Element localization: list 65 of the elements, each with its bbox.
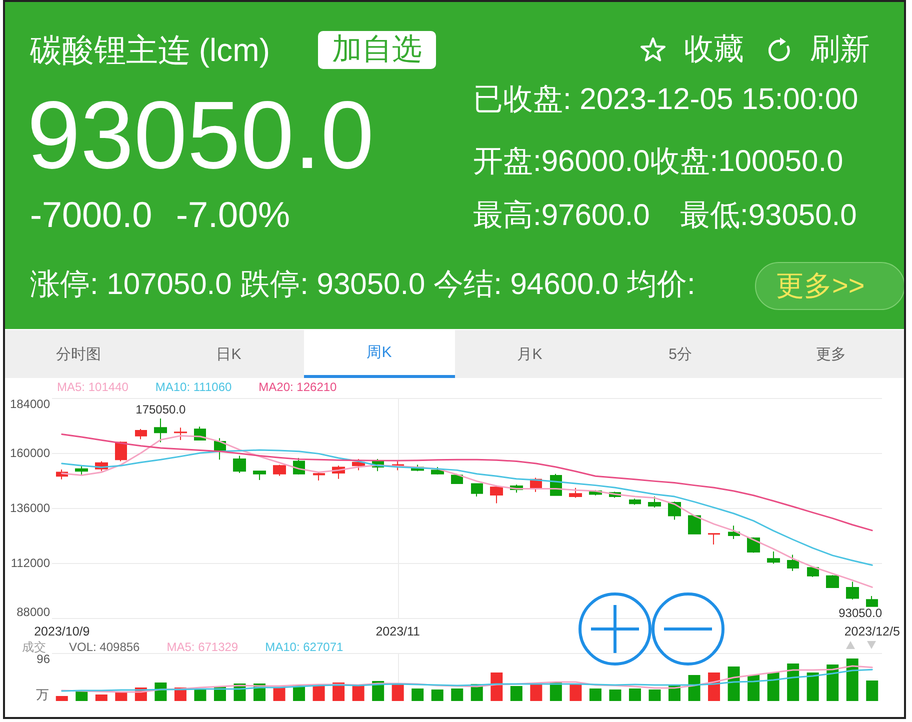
x-tick-label: 2023/10/9 xyxy=(34,624,90,638)
chart-title: 成交 xyxy=(22,640,46,654)
text: 最高:97600.0 xyxy=(473,199,650,232)
bar xyxy=(728,666,740,701)
annotation: 175050.0 xyxy=(136,402,186,417)
bar xyxy=(115,692,128,701)
bar xyxy=(510,686,522,701)
bar xyxy=(56,696,68,701)
y-tick-label: 88000 xyxy=(16,605,50,619)
bar xyxy=(352,685,364,701)
bar xyxy=(431,690,444,701)
bar xyxy=(570,684,582,701)
text: 5分 xyxy=(668,346,692,362)
y-tick-label: 112000 xyxy=(10,556,50,570)
bar xyxy=(826,664,839,701)
bar xyxy=(688,675,700,701)
bar xyxy=(490,672,503,701)
x-tick-label: 2023/11 xyxy=(376,624,420,638)
selected-tab: 周K xyxy=(304,330,454,378)
text: MA5: 101440 xyxy=(57,380,129,394)
pill-button: 更多>> xyxy=(755,262,905,310)
bar xyxy=(806,672,819,701)
bar xyxy=(866,680,878,701)
bar xyxy=(95,694,108,701)
text: 日K xyxy=(216,346,242,362)
badge: 加自选 xyxy=(318,31,436,69)
text: 更多 xyxy=(816,346,846,362)
bar xyxy=(312,685,325,701)
y-tick-label: 96 xyxy=(36,652,50,666)
text: 收藏 xyxy=(684,33,744,66)
bar xyxy=(273,688,286,701)
text: 分时图 xyxy=(56,346,101,362)
annotation: 93050.0 xyxy=(838,606,882,620)
bar xyxy=(767,672,780,701)
bar xyxy=(648,690,661,701)
bar xyxy=(589,688,602,701)
y-axis-title: 万 xyxy=(36,687,49,702)
y-tick-label: 136000 xyxy=(10,501,50,515)
bar xyxy=(76,691,88,701)
text: -7000.0 xyxy=(30,194,152,235)
text: 刷新 xyxy=(810,33,870,66)
text: 涨停: 107050.0 跌停: 93050.0 今结: 94600.0 均价: xyxy=(30,268,696,301)
text: 93050.0 xyxy=(27,82,374,189)
bar xyxy=(412,688,424,701)
text: 碳酸锂主连 (lcm) xyxy=(30,32,270,68)
bar xyxy=(787,664,800,701)
text: MA10: 111060 xyxy=(155,380,232,394)
text: MA20: 126210 xyxy=(258,380,338,394)
bar xyxy=(530,684,542,701)
text: 月K xyxy=(517,346,542,362)
text: 最低:93050.0 xyxy=(680,199,857,232)
text: VOL: 409856 xyxy=(69,640,140,654)
y-tick-label: 160000 xyxy=(10,446,50,460)
bar xyxy=(451,688,464,701)
bar xyxy=(392,684,404,701)
text: -7.00% xyxy=(176,194,290,235)
x-tick-label: 2023/12/5 xyxy=(844,624,900,638)
text: 开盘:96000.0收盘:100050.0 xyxy=(473,145,844,178)
bar xyxy=(628,688,641,701)
text: 已收盘: 2023-12-05 15:00:00 xyxy=(473,83,858,116)
bar xyxy=(609,690,622,701)
y-tick-label: 184000 xyxy=(10,397,50,411)
bar xyxy=(846,658,858,701)
text: MA10: 627071 xyxy=(265,640,344,654)
text: MA5: 671329 xyxy=(166,640,238,654)
